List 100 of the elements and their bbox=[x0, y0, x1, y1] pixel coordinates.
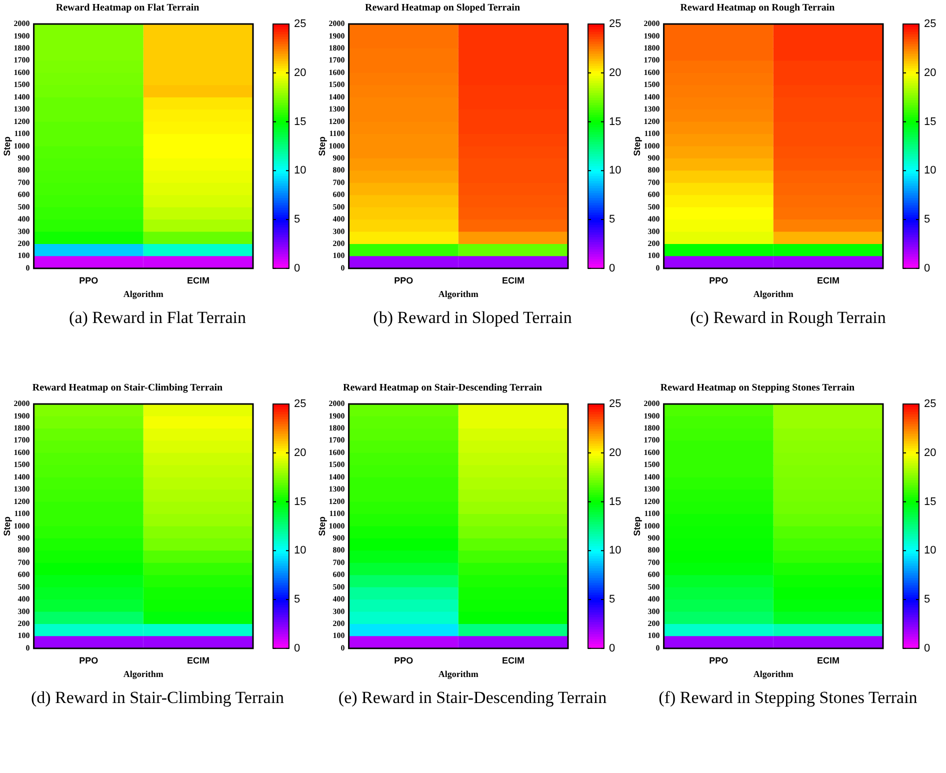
y-tick-label: 600 bbox=[332, 570, 345, 580]
y-tick-label: 1000 bbox=[328, 521, 345, 530]
x-tick-label: PPO bbox=[394, 275, 414, 286]
text: (e) Reward in Stair-Descending Terrain bbox=[337, 688, 608, 708]
y-tick-label: 1700 bbox=[644, 436, 660, 445]
y-tick-label: 900 bbox=[332, 533, 345, 542]
y-tick-label: 800 bbox=[332, 166, 345, 175]
y-tick-label: 0 bbox=[656, 263, 660, 272]
y-tick-label: 400 bbox=[332, 594, 345, 604]
y-tick-label: 1300 bbox=[14, 484, 30, 494]
chart-title: Reward Heatmap on Stair-Descending Terrain bbox=[342, 382, 542, 394]
y-tick-label: 2000 bbox=[328, 19, 345, 28]
y-tick-label: 1500 bbox=[644, 460, 660, 470]
y-tick-label: 300 bbox=[332, 226, 345, 236]
y-tick-label: 1600 bbox=[328, 68, 345, 77]
y-tick-label: 1300 bbox=[328, 104, 345, 114]
y-tick-label: 1200 bbox=[644, 496, 660, 506]
y-axis-title: Step bbox=[632, 516, 642, 536]
y-tick-label: 700 bbox=[648, 558, 660, 567]
y-tick-label: 600 bbox=[648, 570, 660, 580]
y-tick-label: 1900 bbox=[14, 31, 30, 40]
color-bar-label: 10 bbox=[609, 164, 622, 177]
chart-title: Reward Heatmap on Stepping Stones Terrain bbox=[660, 382, 856, 394]
color-bar-label: 20 bbox=[294, 446, 306, 459]
text: (a) Reward in Flat Terrain bbox=[68, 308, 247, 328]
y-tick-label: 1800 bbox=[328, 44, 345, 52]
text: (f) Reward in Stepping Stones Terrain bbox=[658, 688, 918, 708]
y-tick-label: 100 bbox=[648, 251, 660, 260]
x-tick-label: PPO bbox=[394, 655, 414, 666]
y-tick-label: 500 bbox=[648, 582, 660, 592]
y-tick-label: 1500 bbox=[14, 460, 30, 470]
color-bar-label: 15 bbox=[924, 116, 936, 128]
y-tick-label: 0 bbox=[656, 643, 660, 652]
color-bar-label: 5 bbox=[609, 214, 616, 226]
y-tick-label: 600 bbox=[332, 190, 345, 200]
y-tick-label: 200 bbox=[18, 239, 30, 248]
chart-title: Reward Heatmap on Sloped Terrain bbox=[364, 2, 520, 14]
y-tick-label: 200 bbox=[332, 239, 345, 248]
y-tick-label: 1800 bbox=[14, 44, 30, 52]
y-tick-label: 1100 bbox=[644, 129, 660, 138]
chart-title: Reward Heatmap on Flat Terrain bbox=[56, 2, 200, 14]
color-bar-label: 25 bbox=[924, 18, 936, 30]
y-tick-label: 1900 bbox=[644, 31, 660, 40]
y-tick-label: 200 bbox=[18, 619, 30, 628]
y-tick-label: 700 bbox=[332, 178, 345, 187]
color-bar-label: 25 bbox=[609, 398, 622, 410]
y-tick-label: 1100 bbox=[329, 129, 345, 138]
color-bar-label: 5 bbox=[609, 594, 616, 606]
y-tick-label: 0 bbox=[340, 263, 345, 272]
y-tick-label: 1400 bbox=[644, 472, 660, 482]
y-tick-label: 1300 bbox=[644, 104, 660, 114]
y-tick-label: 700 bbox=[18, 178, 30, 187]
y-tick-label: 1000 bbox=[328, 141, 345, 150]
y-tick-label: 1900 bbox=[14, 411, 30, 420]
color-bar-label: 15 bbox=[609, 496, 622, 508]
y-tick-label: 700 bbox=[332, 558, 345, 567]
y-tick-label: 300 bbox=[648, 606, 660, 616]
x-tick-label: ECIM bbox=[816, 275, 840, 286]
color-bar-label: 15 bbox=[294, 496, 306, 508]
color-bar-label: 20 bbox=[294, 66, 306, 79]
x-tick-label: ECIM bbox=[502, 275, 524, 286]
y-tick-label: 500 bbox=[648, 202, 660, 212]
x-axis-title: Algorithm bbox=[438, 288, 479, 299]
y-tick-label: 900 bbox=[18, 153, 30, 162]
color-bar-label: 15 bbox=[924, 496, 936, 508]
y-tick-label: 400 bbox=[332, 214, 345, 224]
y-tick-label: 1000 bbox=[14, 141, 30, 150]
y-tick-label: 400 bbox=[18, 214, 30, 224]
x-tick-label: ECIM bbox=[186, 655, 210, 666]
y-tick-label: 600 bbox=[18, 570, 30, 580]
y-tick-label: 2000 bbox=[14, 19, 30, 28]
x-tick-label: ECIM bbox=[816, 655, 840, 666]
y-tick-label: 1800 bbox=[14, 424, 30, 433]
chart-title: Reward Heatmap on Stair-Climbing Terrain bbox=[32, 382, 224, 394]
color-bar-label: 25 bbox=[609, 18, 622, 30]
y-tick-label: 0 bbox=[26, 643, 30, 652]
y-tick-label: 800 bbox=[332, 546, 345, 555]
y-tick-label: 500 bbox=[332, 582, 345, 592]
y-tick-label: 1900 bbox=[644, 411, 660, 420]
y-tick-label: 0 bbox=[340, 643, 345, 652]
x-axis-title: Algorithm bbox=[123, 288, 164, 299]
y-tick-label: 200 bbox=[648, 239, 660, 248]
y-tick-label: 1400 bbox=[14, 472, 30, 482]
y-axis-title: Step bbox=[2, 516, 12, 536]
y-tick-label: 1600 bbox=[14, 68, 30, 77]
color-bar-label: 5 bbox=[924, 594, 930, 606]
y-tick-label: 100 bbox=[332, 251, 345, 260]
color-bar-label: 20 bbox=[924, 66, 936, 79]
y-tick-label: 100 bbox=[332, 631, 345, 640]
y-tick-label: 200 bbox=[648, 619, 660, 628]
y-tick-label: 600 bbox=[18, 190, 30, 200]
y-tick-label: 1800 bbox=[644, 44, 660, 52]
color-bar-label: 0 bbox=[294, 642, 300, 654]
y-tick-label: 500 bbox=[18, 202, 30, 212]
y-tick-label: 1500 bbox=[328, 80, 345, 90]
x-tick-label: ECIM bbox=[186, 275, 210, 286]
y-tick-label: 1500 bbox=[644, 80, 660, 90]
text: (d) Reward in Stair-Climbing Terrain bbox=[30, 688, 286, 708]
y-tick-label: 600 bbox=[648, 190, 660, 200]
y-tick-label: 100 bbox=[648, 631, 660, 640]
